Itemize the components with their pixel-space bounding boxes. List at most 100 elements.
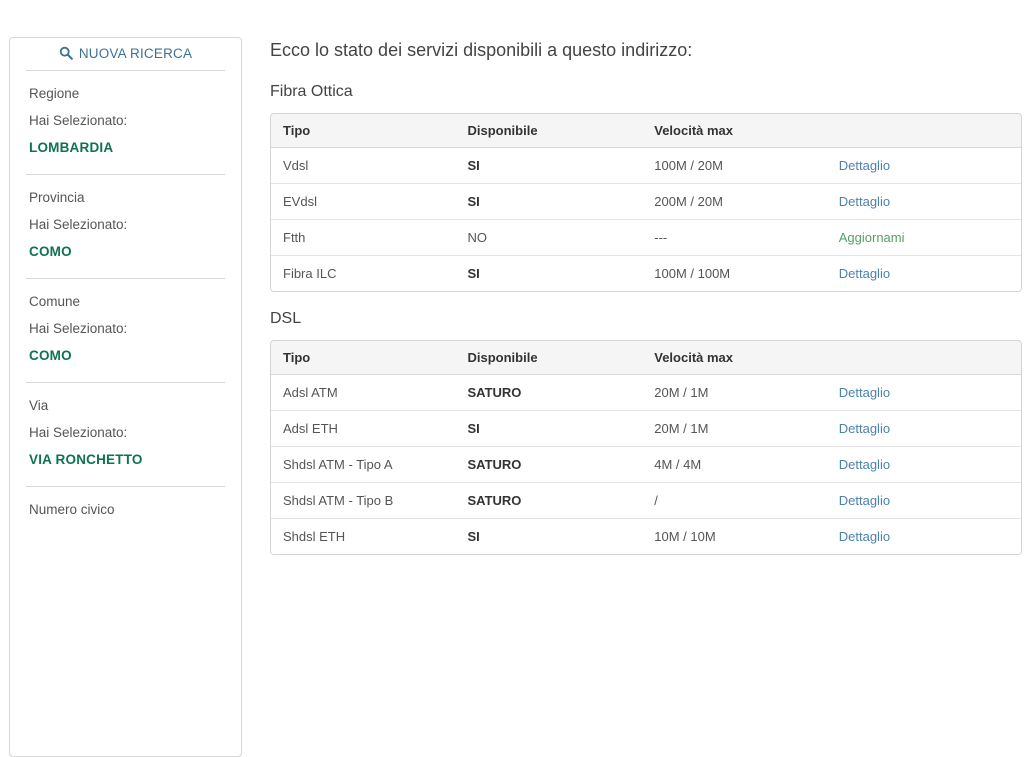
detail-link[interactable]: Dettaglio xyxy=(838,421,891,436)
main-content: Ecco lo stato dei servizi disponibili a … xyxy=(270,40,1022,572)
cell-azione: Dettaglio xyxy=(826,518,1021,554)
section-title: Fibra Ottica xyxy=(270,83,353,100)
selected-prefix: Hai Selezionato: xyxy=(29,321,128,336)
detail-link[interactable]: Dettaglio xyxy=(838,385,891,400)
selected-prefix: Hai Selezionato: xyxy=(29,425,128,440)
column-header: Disponibile xyxy=(455,341,643,375)
cell-velocita: 20M / 1M xyxy=(642,410,827,447)
cell-tipo: Ftth xyxy=(271,219,456,256)
selected-value: LOMBARDIA xyxy=(29,140,114,155)
selected-value: VIA RONCHETTO xyxy=(29,452,143,467)
cell-azione: Aggiornami xyxy=(826,219,1021,256)
detail-link[interactable]: Dettaglio xyxy=(838,493,891,508)
cell-velocita: 100M / 100M xyxy=(642,255,827,291)
column-header xyxy=(826,341,1021,375)
cell-disponibile: SI xyxy=(455,410,643,447)
services-table: Tipo Disponibile Velocità max Adsl ATM SATU… xyxy=(270,340,1022,555)
cell-tipo: Shdsl ATM - Tipo B xyxy=(271,482,456,519)
section-label: Provincia xyxy=(29,190,85,205)
section-label: Regione xyxy=(29,86,80,101)
cell-disponibile: SI xyxy=(455,518,643,554)
cell-disponibile: SI xyxy=(455,183,643,220)
column-header: Disponibile xyxy=(455,114,643,148)
column-header xyxy=(826,114,1021,148)
column-header: Tipo xyxy=(271,341,456,375)
cell-disponibile: SATURO xyxy=(455,446,643,483)
cell-azione: Dettaglio xyxy=(826,482,1021,519)
cell-tipo: Shdsl ETH xyxy=(271,518,456,554)
cell-tipo: EVdsl xyxy=(271,183,456,220)
selected-prefix: Hai Selezionato: xyxy=(29,113,128,128)
column-header: Tipo xyxy=(271,114,456,148)
table-header-row: Tipo Disponibile Velocità max xyxy=(271,114,1021,148)
sidebar-card: NUOVA RICERCA Regione Hai Selezionato: LOM… xyxy=(9,37,242,757)
table-row: EVdsl SI 200M / 20M Dettaglio xyxy=(271,183,1021,220)
cell-azione: Dettaglio xyxy=(826,410,1021,447)
cell-tipo: Vdsl xyxy=(271,147,456,184)
sidebar-sections: Regione Hai Selezionato: LOMBARDIA Provinci… xyxy=(10,70,241,536)
divider xyxy=(26,278,225,279)
cell-azione: Dettaglio xyxy=(826,255,1021,291)
divider xyxy=(26,486,225,487)
section-label: Via xyxy=(29,398,49,413)
table-row: Adsl ATM SATURO 20M / 1M Dettaglio xyxy=(271,374,1021,411)
table-row: Adsl ETH SI 20M / 1M Dettaglio xyxy=(271,410,1021,447)
sidebar-section-provincia: Provincia Hai Selezionato: COMO xyxy=(10,175,241,278)
cell-disponibile: SI xyxy=(455,147,643,184)
cell-velocita: / xyxy=(642,482,827,519)
section-title: DSL xyxy=(270,310,302,327)
cell-velocita: --- xyxy=(642,219,827,256)
section-label: Numero civico xyxy=(29,502,115,517)
cell-velocita: 200M / 20M xyxy=(642,183,827,220)
cell-disponibile: SATURO xyxy=(455,482,643,519)
cell-tipo: Adsl ETH xyxy=(271,410,456,447)
column-header: Velocità max xyxy=(642,341,827,375)
cell-disponibile: SATURO xyxy=(455,374,643,411)
table-row: Shdsl ETH SI 10M / 10M Dettaglio xyxy=(271,518,1021,554)
table-row: Vdsl SI 100M / 20M Dettaglio xyxy=(271,147,1021,184)
cell-velocita: 20M / 1M xyxy=(642,374,827,411)
update-link[interactable]: Aggiornami xyxy=(838,230,905,245)
detail-link[interactable]: Dettaglio xyxy=(838,529,891,544)
divider xyxy=(26,70,225,71)
detail-link[interactable]: Dettaglio xyxy=(838,158,891,173)
service-section-dsl: DSL Tipo Disponibile Velocità max Adsl ATM… xyxy=(270,309,1022,555)
cell-tipo: Fibra ILC xyxy=(271,255,456,291)
divider xyxy=(26,174,225,175)
table-row: Shdsl ATM - Tipo B SATURO / Dettaglio xyxy=(271,482,1021,519)
service-section-fibra-ottica: Fibra Ottica Tipo Disponibile Velocità max… xyxy=(270,82,1022,292)
cell-tipo: Adsl ATM xyxy=(271,374,456,411)
table-header-row: Tipo Disponibile Velocità max xyxy=(271,341,1021,375)
detail-link[interactable]: Dettaglio xyxy=(838,266,891,281)
cell-velocita: 4M / 4M xyxy=(642,446,827,483)
selected-value: COMO xyxy=(29,244,72,259)
sidebar-section-via: Via Hai Selezionato: VIA RONCHETTO xyxy=(10,383,241,486)
cell-disponibile: SI xyxy=(455,255,643,291)
cell-azione: Dettaglio xyxy=(826,147,1021,184)
page-title: Ecco lo stato dei servizi disponibili a … xyxy=(270,40,693,60)
table-row: Shdsl ATM - Tipo A SATURO 4M / 4M Dettaglio xyxy=(271,446,1021,483)
sidebar-section-comune: Comune Hai Selezionato: COMO xyxy=(10,279,241,382)
table-row: Ftth NO --- Aggiornami xyxy=(271,219,1021,256)
cell-velocita: 10M / 10M xyxy=(642,518,827,554)
selected-value: COMO xyxy=(29,348,72,363)
column-header: Velocità max xyxy=(642,114,827,148)
detail-link[interactable]: Dettaglio xyxy=(838,194,891,209)
selected-prefix: Hai Selezionato: xyxy=(29,217,128,232)
cell-azione: Dettaglio xyxy=(826,183,1021,220)
section-label: Comune xyxy=(29,294,81,309)
sidebar-section-regione: Regione Hai Selezionato: LOMBARDIA xyxy=(10,71,241,174)
new-search-button[interactable]: NUOVA RICERCA xyxy=(10,38,241,70)
cell-disponibile: NO xyxy=(455,219,643,256)
new-search-label: NUOVA RICERCA xyxy=(78,46,193,61)
detail-link[interactable]: Dettaglio xyxy=(838,457,891,472)
cell-azione: Dettaglio xyxy=(826,374,1021,411)
search-icon xyxy=(59,46,79,61)
table-row: Fibra ILC SI 100M / 100M Dettaglio xyxy=(271,255,1021,291)
divider xyxy=(26,382,225,383)
sidebar-section-numero-civico: Numero civico xyxy=(10,487,241,536)
cell-azione: Dettaglio xyxy=(826,446,1021,483)
services-table: Tipo Disponibile Velocità max Vdsl SI 100M /… xyxy=(270,113,1022,292)
cell-tipo: Shdsl ATM - Tipo A xyxy=(271,446,456,483)
cell-velocita: 100M / 20M xyxy=(642,147,827,184)
